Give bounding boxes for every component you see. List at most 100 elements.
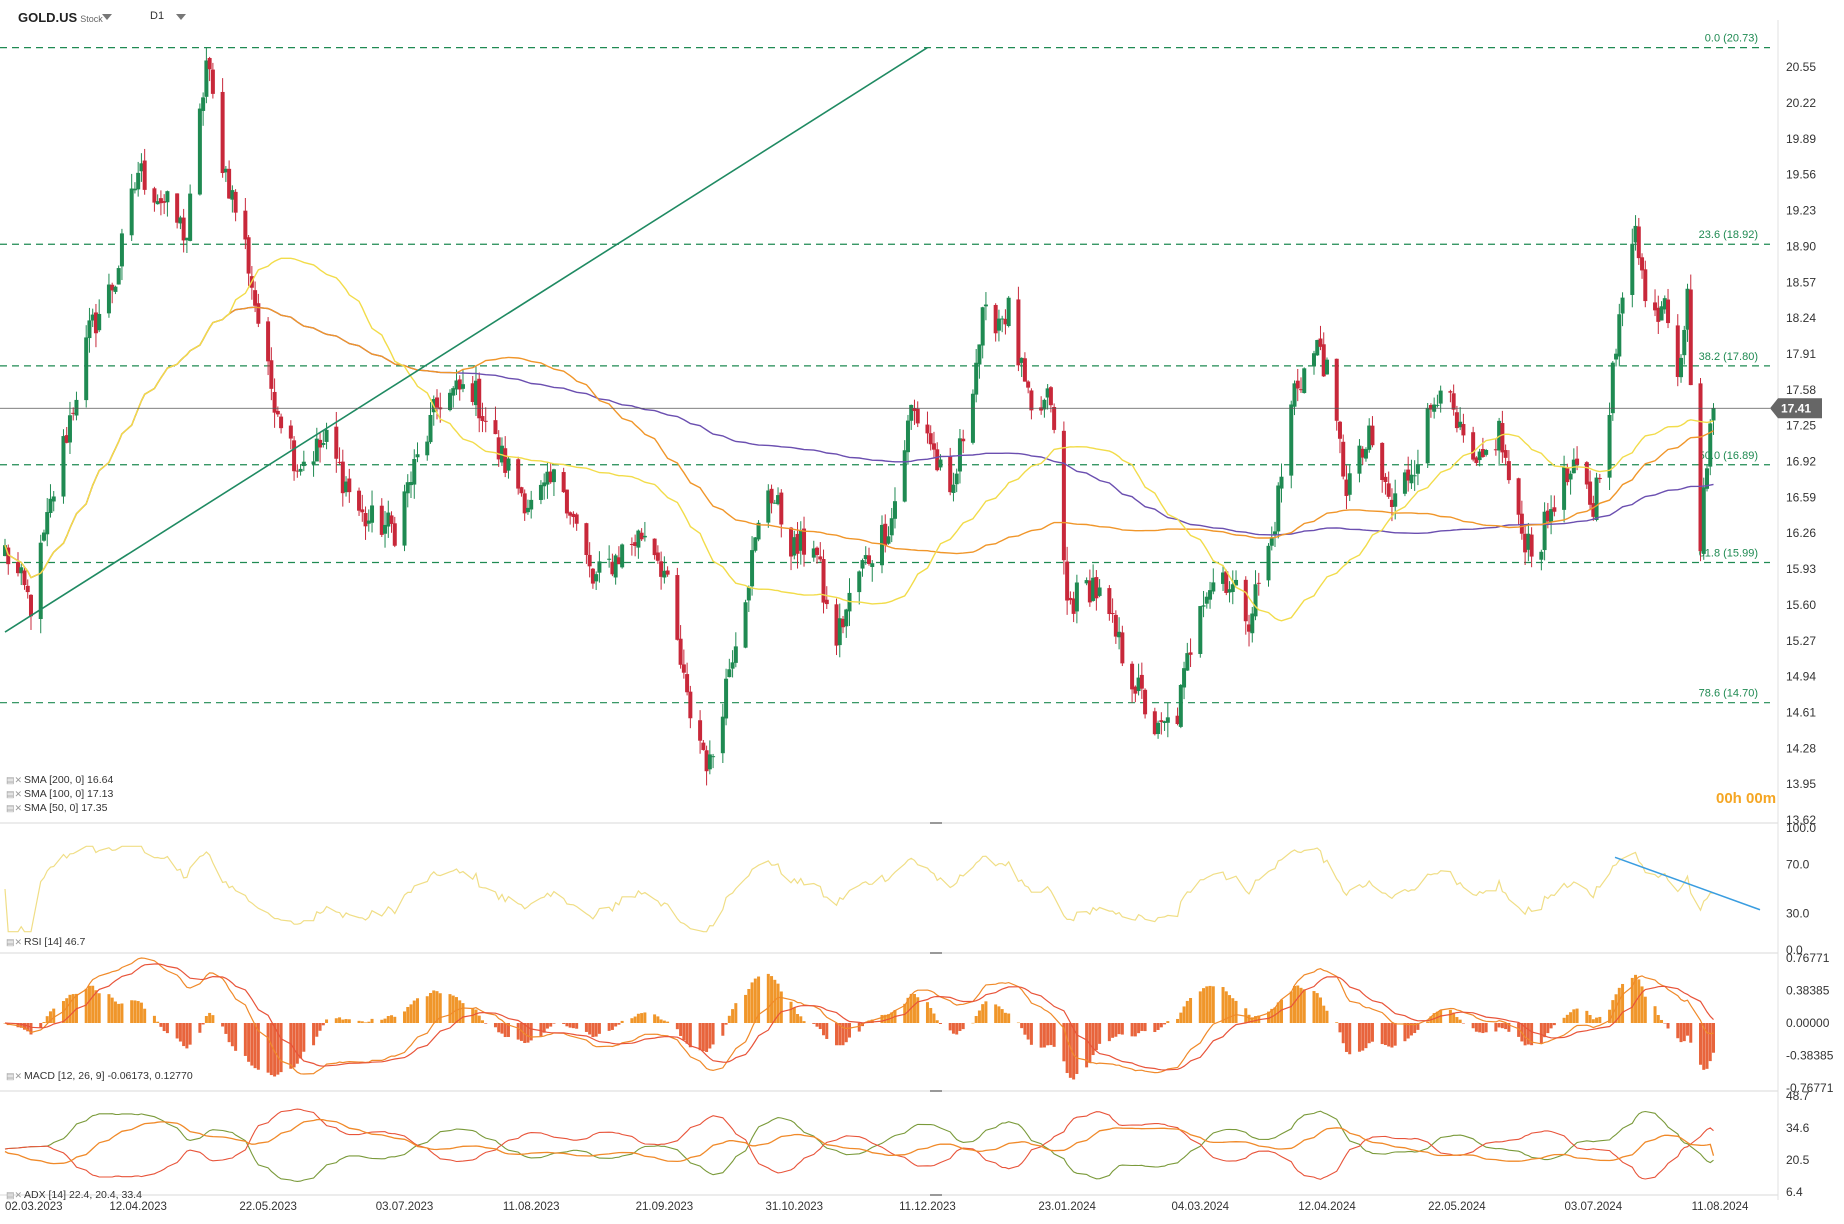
candle-up bbox=[1006, 297, 1011, 327]
candle-down bbox=[233, 191, 238, 213]
symbol-selector[interactable]: GOLD.US Stock bbox=[18, 10, 103, 25]
timeframe-dropdown-chevron-icon[interactable] bbox=[176, 14, 186, 20]
macd-hist-bar bbox=[1107, 1023, 1111, 1042]
candle-down bbox=[207, 58, 212, 70]
candle-down bbox=[1048, 387, 1053, 406]
fib-level-label: 78.6 (14.70) bbox=[1699, 688, 1758, 700]
macd-hist-bar bbox=[1312, 991, 1316, 1023]
macd-hist-bar bbox=[1016, 1022, 1020, 1024]
candle-up bbox=[951, 484, 956, 493]
candle-up bbox=[1568, 473, 1573, 480]
macd-hist-bar bbox=[705, 1023, 709, 1052]
indicator-settings-icon[interactable]: ▤✕ bbox=[6, 775, 23, 785]
legend-macd[interactable]: ▤✕ MACD [12, 26, 9] -0.06173, 0.12770 bbox=[6, 1070, 193, 1082]
macd-hist-bar bbox=[1549, 1023, 1553, 1029]
fib-level-label: 23.6 (18.92) bbox=[1699, 229, 1758, 241]
legend-rsi[interactable]: ▤✕ RSI [14] 46.7 bbox=[6, 936, 85, 948]
macd-hist-bar bbox=[500, 1023, 504, 1034]
macd-hist-bar bbox=[1023, 1023, 1027, 1035]
macd-hist-bar bbox=[630, 1018, 634, 1023]
candle-down bbox=[246, 237, 251, 274]
macd-hist-bar bbox=[29, 1023, 33, 1035]
candle-down bbox=[1666, 299, 1671, 324]
legend-sma100[interactable]: ▤✕ SMA [100, 0] 17.13 bbox=[6, 788, 113, 800]
candle-up bbox=[525, 507, 530, 513]
candle-up bbox=[750, 550, 755, 587]
candle-down bbox=[675, 575, 680, 640]
macd-hist-bar bbox=[620, 1020, 624, 1023]
macd-hist-bar bbox=[480, 1020, 484, 1023]
macd-hist-bar bbox=[750, 982, 754, 1023]
macd-hist-bar bbox=[1497, 1023, 1501, 1028]
candle-up bbox=[314, 438, 319, 462]
candle-up bbox=[201, 97, 206, 111]
macd-hist-bar bbox=[1656, 1015, 1660, 1023]
legend-sma50[interactable]: ▤✕ SMA [50, 0] 17.35 bbox=[6, 802, 107, 814]
macd-hist-bar bbox=[383, 1018, 387, 1023]
macd-hist-bar bbox=[208, 1012, 212, 1023]
legend-macd-text: MACD [12, 26, 9] -0.06173, 0.12770 bbox=[24, 1070, 193, 1082]
symbol-dropdown-chevron-icon[interactable] bbox=[102, 14, 112, 20]
candle-down bbox=[158, 198, 163, 204]
macd-hist-bar bbox=[409, 1004, 413, 1023]
legend-adx[interactable]: ▤✕ ADX [14] 22.4, 20.4, 33.4 bbox=[6, 1189, 142, 1201]
rsi-tick-label: 30.0 bbox=[1786, 906, 1810, 920]
macd-hist-bar bbox=[370, 1018, 374, 1023]
macd-hist-bar bbox=[789, 1001, 793, 1023]
candle-up bbox=[223, 168, 228, 173]
macd-hist-bar bbox=[1478, 1023, 1482, 1033]
macd-hist-bar bbox=[770, 976, 774, 1023]
candle-down bbox=[815, 547, 820, 555]
macd-hist-bar bbox=[120, 1003, 124, 1023]
macd-hist-bar bbox=[766, 973, 770, 1023]
legend-sma50-text: SMA [50, 0] 17.35 bbox=[24, 802, 108, 814]
candle-up bbox=[977, 344, 982, 365]
candle-up bbox=[636, 530, 641, 548]
macd-hist-bar bbox=[438, 993, 442, 1023]
candle-up bbox=[1045, 388, 1050, 398]
macd-hist-bar bbox=[792, 1007, 796, 1023]
timeframe-selector[interactable]: D1 bbox=[150, 10, 164, 22]
macd-hist-bar bbox=[425, 996, 429, 1023]
candle-up bbox=[409, 482, 414, 486]
candle-down bbox=[516, 459, 521, 489]
macd-hist-bar bbox=[1085, 1023, 1089, 1068]
macd-hist-bar bbox=[597, 1023, 601, 1034]
candle-down bbox=[1052, 406, 1057, 430]
candle-up bbox=[1701, 487, 1706, 554]
legend-sma200[interactable]: ▤✕ SMA [200, 0] 16.64 bbox=[6, 774, 113, 786]
indicator-settings-icon[interactable]: ▤✕ bbox=[6, 803, 23, 813]
indicator-settings-icon[interactable]: ▤✕ bbox=[6, 937, 23, 947]
candle-up bbox=[415, 454, 420, 458]
candle-down bbox=[935, 449, 940, 471]
macd-hist-bar bbox=[276, 1023, 280, 1075]
candle-down bbox=[590, 568, 595, 584]
candle-up bbox=[1357, 445, 1362, 474]
macd-hist-bar bbox=[870, 1019, 874, 1023]
candle-down bbox=[483, 420, 488, 422]
date-tick-label: 03.07.2023 bbox=[376, 1201, 434, 1213]
macd-hist-bar bbox=[1357, 1023, 1361, 1052]
candle-up bbox=[889, 518, 894, 536]
indicator-settings-icon[interactable]: ▤✕ bbox=[6, 789, 23, 799]
macd-hist-bar bbox=[19, 1023, 23, 1028]
macd-hist-bar bbox=[1267, 1011, 1271, 1023]
candle-up bbox=[1315, 340, 1320, 356]
macd-hist-bar bbox=[643, 1012, 647, 1023]
candle-up bbox=[1311, 353, 1316, 367]
macd-hist-bar bbox=[779, 991, 783, 1023]
macd-hist-bar bbox=[295, 1023, 299, 1064]
macd-hist-bar bbox=[701, 1023, 705, 1052]
candle-up bbox=[1211, 582, 1216, 592]
macd-hist-bar bbox=[65, 998, 69, 1023]
macd-tick-label: 0.00000 bbox=[1786, 1016, 1830, 1030]
macd-hist-bar bbox=[84, 988, 88, 1023]
candle-down bbox=[1389, 499, 1394, 507]
indicator-settings-icon[interactable]: ▤✕ bbox=[6, 1190, 23, 1200]
candle-up bbox=[499, 445, 504, 463]
candle-up bbox=[41, 532, 46, 541]
indicator-settings-icon[interactable]: ▤✕ bbox=[6, 1071, 23, 1081]
macd-hist-bar bbox=[929, 1007, 933, 1023]
macd-hist-bar bbox=[152, 1015, 156, 1023]
macd-hist-bar bbox=[542, 1023, 546, 1033]
